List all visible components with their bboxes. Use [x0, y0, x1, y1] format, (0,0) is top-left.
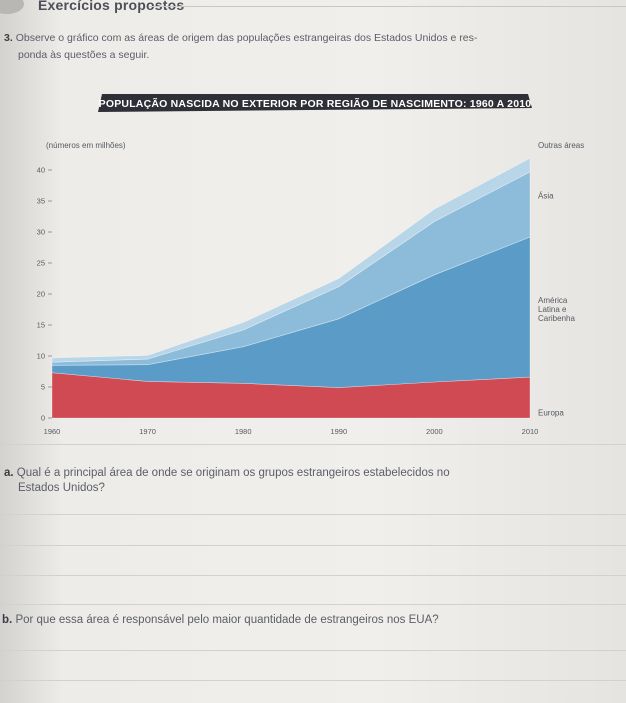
- legend-line: Ásia: [538, 191, 554, 200]
- legend-line: Caribenha: [538, 314, 575, 323]
- legend-asia: Ásia: [538, 191, 554, 200]
- answer-line: [0, 650, 626, 651]
- y-tick-label: 25: [37, 259, 45, 268]
- legend-line: Europa: [538, 409, 564, 418]
- x-tick-label: 1990: [330, 427, 347, 436]
- chart-container: POPULAÇÃO NASCIDA NO EXTERIOR POR REGIÃO…: [18, 82, 618, 442]
- x-tick-label: 2000: [426, 427, 443, 436]
- y-tick-label: 5: [41, 383, 45, 392]
- question-a-line-1: Qual é a principal área de onde se origi…: [16, 467, 450, 479]
- section-icon: [0, 0, 24, 14]
- chart-title-band: [98, 94, 532, 112]
- y-axis-label: (números em milhões): [46, 141, 126, 150]
- y-tick-label: 0: [41, 414, 45, 423]
- section-title: Exercícios propostos: [38, 0, 185, 13]
- series-labels: Europa América Latina e Caribenha Ásia Outras…: [538, 141, 584, 417]
- y-tick-label: 10: [37, 352, 45, 361]
- x-tick-label: 1960: [44, 427, 61, 436]
- series-areas: [51, 157, 531, 419]
- x-axis-ticks: 1960 1970 1980 1990 2000 2010: [44, 427, 539, 436]
- y-tick-label: 15: [37, 321, 45, 330]
- y-tick-label: 40: [37, 166, 45, 175]
- area-outras-areas: [51, 157, 531, 363]
- exercise-intro: 3. Observe o gráfico com as áreas de ori…: [4, 30, 614, 64]
- intro-line-2: ponda às questões a seguir.: [18, 49, 150, 61]
- y-tick-label: 20: [37, 290, 45, 299]
- y-axis-ticks: 0 5 10 15 20 25 30 35 40: [37, 166, 52, 423]
- question-a-letter: a.: [4, 467, 14, 479]
- exercise-number: 3.: [4, 32, 13, 44]
- answer-line: [0, 545, 626, 546]
- question-a-line-2: Estados Unidos?: [18, 482, 105, 494]
- chart-title: POPULAÇÃO NASCIDA NO EXTERIOR POR REGIÃO…: [99, 97, 532, 110]
- answer-line: [0, 575, 626, 576]
- answer-line: [0, 604, 626, 605]
- legend-america-latina-e-caribenha: América Latina e Caribenha: [538, 296, 575, 323]
- legend-line: América: [538, 296, 568, 305]
- question-b-text: Por que essa área é responsável pelo mai…: [15, 614, 439, 626]
- divider: [0, 444, 626, 445]
- legend-europa: Europa: [538, 409, 564, 418]
- x-tick-label: 1980: [235, 427, 252, 436]
- intro-line-1: Observe o gráfico com as áreas de origem…: [15, 32, 478, 44]
- question-b-letter: b.: [2, 614, 13, 626]
- y-tick-label: 35: [37, 197, 45, 206]
- legend-line: Latina e: [538, 305, 567, 314]
- legend-line: Outras áreas: [538, 141, 584, 150]
- x-tick-label: 2010: [522, 427, 539, 436]
- question-b: b. Por que essa área é responsável pelo …: [2, 613, 620, 628]
- header-divider: [150, 6, 626, 7]
- area-chart: POPULAÇÃO NASCIDA NO EXTERIOR POR REGIÃO…: [37, 94, 584, 436]
- question-a: a. Qual é a principal área de onde se or…: [4, 466, 622, 496]
- x-tick-label: 1970: [139, 427, 156, 436]
- answer-line: [0, 514, 626, 515]
- legend-outras-areas: Outras áreas: [538, 141, 584, 150]
- y-tick-label: 30: [37, 228, 45, 237]
- answer-line: [0, 680, 626, 681]
